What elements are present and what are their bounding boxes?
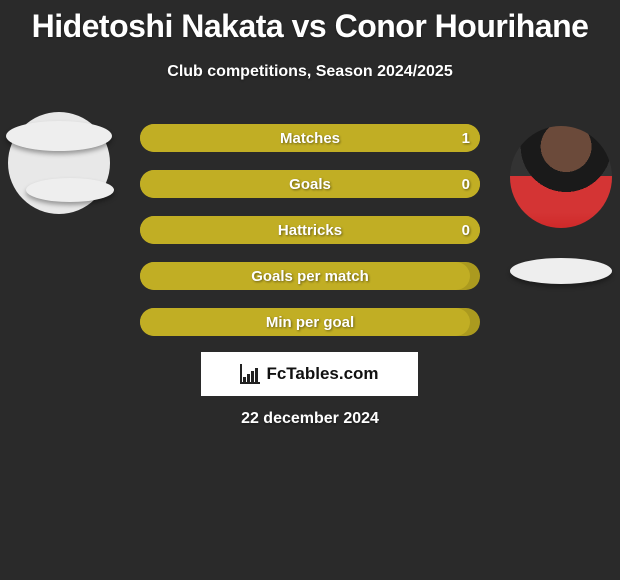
subtitle: Club competitions, Season 2024/2025 (0, 63, 620, 81)
bar-label: Hattricks (140, 216, 480, 244)
bar-value-right: 1 (462, 124, 470, 152)
bar-row: Min per goal (140, 308, 480, 336)
player-right-avatar (510, 126, 612, 228)
ellipse-decor (510, 258, 612, 284)
date-label: 22 december 2024 (0, 410, 620, 428)
bar-label: Goals (140, 170, 480, 198)
bar-value-right: 0 (462, 170, 470, 198)
source-logo: FcTables.com (201, 352, 418, 396)
bar-chart-icon (240, 364, 260, 384)
bar-label: Min per goal (140, 308, 480, 336)
bar-row: Matches 1 (140, 124, 480, 152)
bar-row: Hattricks 0 (140, 216, 480, 244)
ellipse-decor (6, 121, 112, 151)
logo-text: FcTables.com (266, 364, 378, 384)
comparison-bars: Matches 1 Goals 0 Hattricks 0 Goals per … (140, 124, 480, 354)
ellipse-decor (26, 178, 114, 202)
bar-value-right: 0 (462, 216, 470, 244)
bar-row: Goals 0 (140, 170, 480, 198)
page-title: Hidetoshi Nakata vs Conor Hourihane (0, 0, 620, 45)
bar-row: Goals per match (140, 262, 480, 290)
bar-label: Goals per match (140, 262, 480, 290)
bar-label: Matches (140, 124, 480, 152)
